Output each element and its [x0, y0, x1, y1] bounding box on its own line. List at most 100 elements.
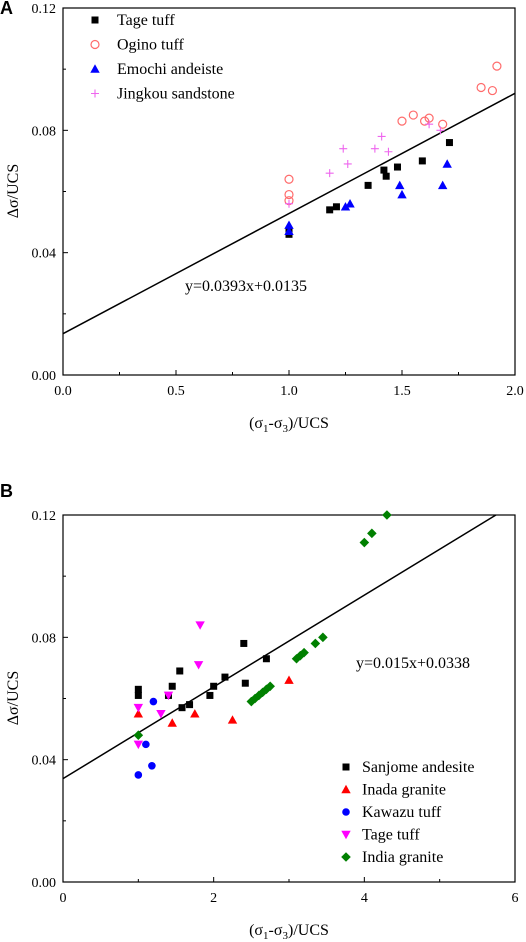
panel-a-x-label-sub1: 1	[263, 423, 269, 435]
panel-a-ticks	[62, 7, 516, 376]
panel-b-tick-labels: 0 2 4 6 0.00 0.04 0.08 0.12	[32, 509, 519, 906]
panel-a-series-0-point	[418, 157, 426, 165]
panel-a-series-2-point	[345, 199, 355, 208]
panel-b-x-label-mid: -σ	[269, 922, 283, 939]
panel-a-series-1-point	[397, 116, 407, 126]
panel-b-series-3-point	[133, 740, 144, 750]
panel-b-plot-frame	[62, 514, 516, 883]
panel-a-series-3-point	[425, 120, 434, 129]
panel-b-series-4-point	[382, 510, 392, 520]
panel-a-legend-marker	[91, 16, 99, 24]
panel-b-series-3-point	[193, 661, 204, 670]
panel-b-series-2-point	[134, 771, 143, 779]
panel-a-x-tick-label: 1.0	[280, 384, 298, 399]
panel-a-series-2-point	[442, 159, 452, 168]
panel-a-x-label-mid: -σ	[269, 415, 283, 432]
panel-b-legend-label: Sanjome andesite	[362, 759, 474, 776]
panel-b-series-1-point	[284, 675, 294, 684]
panel-a-series-2-point	[284, 220, 294, 229]
panel-a-data-points	[284, 61, 502, 238]
panel-a-series-0-point	[326, 206, 334, 214]
panel-b-series-4-point	[246, 696, 257, 707]
panel-b-series-0-point	[262, 655, 270, 663]
panel-a-legend-label: Jingkou sandstone	[117, 86, 235, 103]
panel-a-x-tick-label: 1.5	[393, 384, 411, 399]
panel-a-series-1-point	[438, 119, 448, 129]
panel-b-series-2-point	[142, 740, 150, 749]
panel-a-series-1-point	[284, 189, 294, 200]
panel-b-series-4-point	[359, 537, 370, 548]
panel-a-x-label-sub3: 3	[283, 423, 289, 435]
panel-b-legend-marker	[341, 852, 351, 862]
panel-b-series-0-point	[206, 691, 214, 699]
panel-b-x-tick-label: 4	[361, 891, 368, 906]
panel-b-series-4-point	[318, 632, 328, 643]
panel-a-x-tick-label: 2.0	[506, 384, 524, 399]
panel-b-x-label-close: )/UCS	[288, 922, 329, 939]
panel-b-x-tick-label: 0	[60, 891, 67, 906]
panel-b-series-1-point	[227, 715, 238, 724]
panel-a-series-1-point	[492, 61, 502, 71]
panel-a-series-0-point	[332, 203, 340, 211]
panel-b-series-0-point	[176, 667, 184, 675]
panel-a-legend-marker	[91, 89, 99, 98]
panel-a-y-tick-label: 0.00	[32, 369, 57, 384]
panel-b-legend-label: Inada granite	[362, 782, 446, 799]
panel-b-series-3-point	[133, 703, 144, 713]
panel-b-series-0-point	[178, 704, 186, 712]
panel-b-legend: Sanjome andesite Inada granite Kawazu tuff…	[341, 759, 474, 866]
panel-a-x-tick-label: 0.0	[54, 384, 72, 399]
panel-b-y-tick-label: 0.12	[32, 509, 57, 524]
panel-a-legend: Tage tuff Ogino tuff Emochi andeiste Jingko…	[90, 12, 235, 103]
panel-a-series-0-point	[445, 139, 453, 147]
panel-a-series-3-point	[343, 159, 352, 168]
panel-a-fit-line-group	[62, 92, 516, 335]
panel-b-ticks	[62, 514, 516, 883]
panel-b-y-tick-label: 0.08	[32, 631, 57, 646]
panel-a-series-2-point	[437, 180, 448, 190]
panel-b: B 0 2 4 6 0.00 0.04 0.08 0.12 Sanjome andesite I…	[0, 481, 519, 942]
panel-a-fit-line	[62, 92, 516, 335]
panel-b-series-2-point	[148, 761, 156, 770]
panel-b-fit-line	[62, 514, 497, 780]
panel-a-series-0-point	[382, 172, 390, 180]
panel-a-x-axis-label: (σ1-σ3)/UCS	[249, 415, 329, 435]
panel-b-equation: y=0.015x+0.0338	[356, 655, 470, 672]
panel-b-series-4-point	[133, 730, 144, 740]
panel-a-legend-marker	[90, 39, 100, 50]
panel-a-series-3-point	[285, 199, 293, 208]
panel-a-y-axis-label: Δσ/UCS	[5, 164, 22, 218]
panel-b-x-label-sub3: 3	[283, 930, 289, 942]
panel-b-legend-label: Kawazu tuff	[362, 804, 442, 821]
panel-b-legend-marker	[341, 830, 351, 840]
panel-a-series-2-point	[397, 189, 407, 199]
panel-a-series-2-point	[284, 226, 294, 236]
panel-a-series-0-point	[380, 166, 388, 174]
panel-a-series-2-point	[395, 180, 405, 190]
panel-b-legend-label: Tage tuff	[362, 827, 420, 844]
panel-a-series-1-point	[476, 82, 486, 93]
panel-b-legend-label: India granite	[362, 849, 443, 866]
panel-b-data-points	[133, 510, 392, 779]
panel-b-series-4-point	[310, 638, 321, 649]
panel-a-series-3-point	[384, 147, 393, 156]
panel-b-series-4-point	[367, 528, 377, 539]
panel-b-y-axis-label: Δσ/UCS	[5, 671, 22, 725]
panel-a-series-0-point	[364, 181, 372, 189]
panel-b-series-4-point	[250, 693, 260, 704]
panel-a-series-3-point	[325, 169, 334, 178]
panel-a-legend-label: Ogino tuff	[117, 37, 184, 54]
panel-a-series-0-point	[393, 163, 401, 171]
panel-a-series-1-point	[408, 110, 418, 120]
panel-b-y-tick-label: 0.00	[32, 876, 57, 891]
panel-a-series-3-point	[436, 126, 445, 135]
panel-a-y-tick-label: 0.04	[32, 247, 57, 262]
panel-a-x-label-open: (σ	[249, 415, 263, 432]
panel-b-x-tick-label: 2	[210, 891, 217, 906]
panel-b-series-0-point	[210, 682, 218, 690]
panel-b-series-0-point	[221, 673, 229, 681]
panel-b-series-2-point	[149, 697, 158, 706]
panel-a: A 0.0 0.5 1.0 1.5 2.0 0.00 0.04 0.08 0.12 Tage t…	[0, 0, 524, 435]
panel-a-label: A	[0, 0, 13, 18]
panel-b-legend-marker	[342, 763, 350, 771]
